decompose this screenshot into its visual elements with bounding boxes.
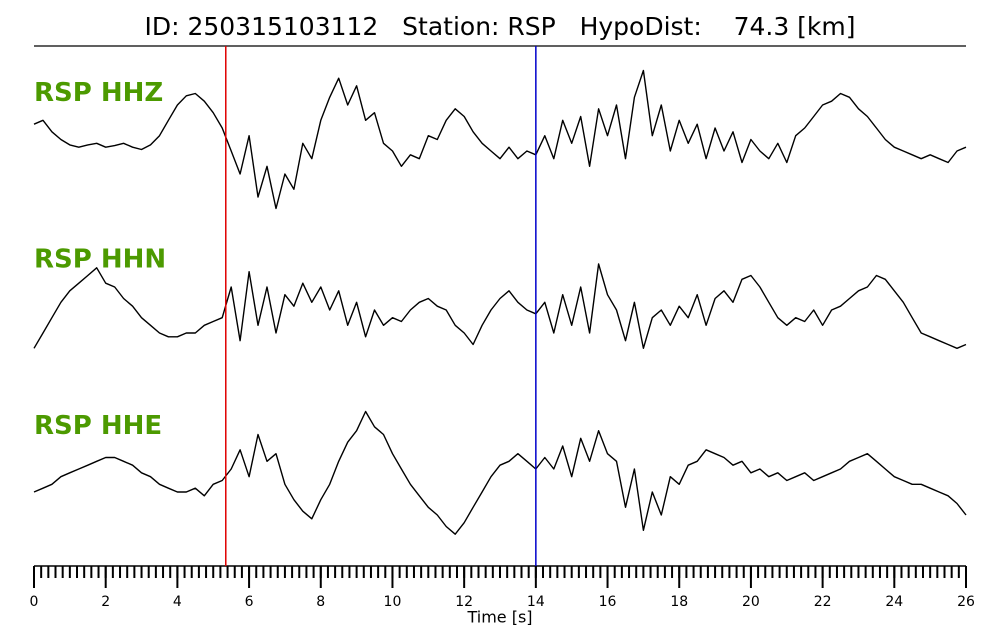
trace-label: RSP HHN: [34, 245, 166, 275]
x-tick-label: 14: [527, 594, 545, 610]
x-tick-label: 24: [885, 594, 903, 610]
x-tick-label: 6: [245, 594, 254, 610]
trace-label: RSP HHE: [34, 411, 162, 441]
x-tick-label: 4: [173, 594, 182, 610]
x-tick-label: 10: [384, 594, 402, 610]
x-tick-label: 16: [599, 594, 617, 610]
chart-title: ID: 250315103112 Station: RSP HypoDist: …: [144, 12, 855, 41]
x-tick-label: 18: [670, 594, 688, 610]
x-tick-label: 8: [316, 594, 325, 610]
trace-label: RSP HHZ: [34, 78, 163, 108]
x-tick-label: 20: [742, 594, 760, 610]
x-tick-label: 2: [101, 594, 110, 610]
trace: [33, 69, 967, 210]
x-tick-label: 22: [814, 594, 832, 610]
trace: [33, 263, 967, 349]
x-axis-label: Time [s]: [466, 608, 532, 627]
x-tick-label: 0: [30, 594, 39, 610]
x-tick-label: 26: [957, 594, 975, 610]
trace: [33, 410, 967, 535]
x-tick-label: 12: [455, 594, 473, 610]
